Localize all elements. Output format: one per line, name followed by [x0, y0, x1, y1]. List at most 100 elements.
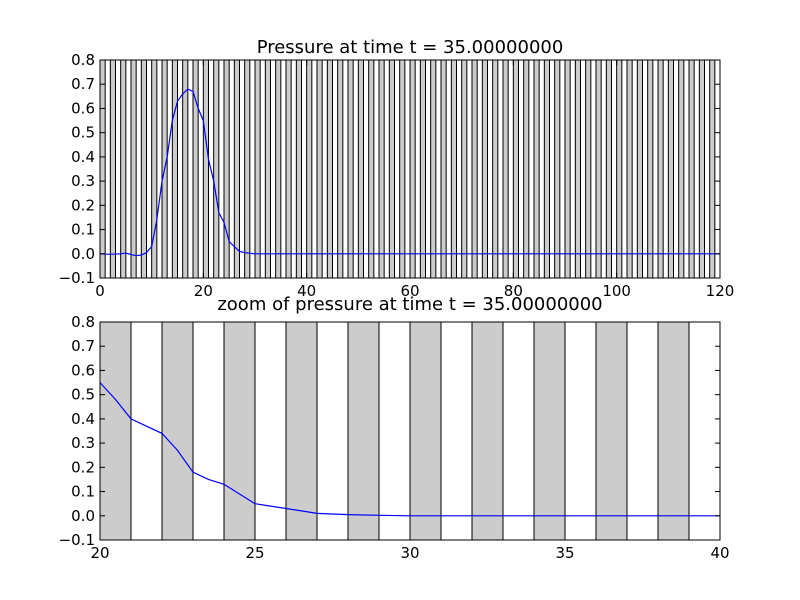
shaded-band — [596, 60, 602, 278]
shaded-band — [141, 60, 147, 278]
shaded-band — [234, 60, 240, 278]
shaded-band — [317, 60, 323, 278]
shaded-band — [606, 60, 612, 278]
shaded-band — [410, 322, 441, 540]
shaded-band — [224, 322, 255, 540]
y-tick-label: 0.0 — [71, 507, 95, 525]
shaded-band — [286, 322, 317, 540]
shaded-band — [265, 60, 271, 278]
y-tick-label: 0.8 — [71, 313, 95, 331]
y-tick-label: 0.3 — [71, 434, 95, 452]
shaded-band — [430, 60, 436, 278]
shaded-band — [441, 60, 447, 278]
shaded-band — [461, 60, 467, 278]
x-tick-label: 35 — [555, 544, 574, 562]
shaded-band — [368, 60, 374, 278]
x-tick-label: 25 — [245, 544, 264, 562]
shaded-band — [389, 60, 395, 278]
shaded-band — [213, 60, 219, 278]
pressure-panel: Pressure at time t = 35.00000000 0 20 40 60… — [59, 37, 735, 300]
shaded-band — [658, 60, 664, 278]
shaded-band — [523, 60, 529, 278]
x-tick-label: 80 — [504, 282, 523, 300]
shaded-band — [182, 60, 188, 278]
shaded-band — [554, 60, 560, 278]
shaded-band — [658, 322, 689, 540]
y-tick-label: −0.1 — [59, 531, 95, 549]
y-tick-label: 0.2 — [71, 458, 95, 476]
shaded-band — [678, 60, 684, 278]
y-tick-label: 0.0 — [71, 245, 95, 263]
shaded-band — [637, 60, 643, 278]
shaded-band — [193, 60, 199, 278]
shaded-band — [482, 60, 488, 278]
shaded-band — [534, 60, 540, 278]
shaded-band — [472, 60, 478, 278]
shaded-band — [503, 60, 509, 278]
shaded-band — [255, 60, 261, 278]
shaded-band — [203, 60, 209, 278]
x-tick-label: 60 — [400, 282, 419, 300]
shaded-band — [420, 60, 426, 278]
x-tick-label: 120 — [706, 282, 735, 300]
shaded-band — [544, 60, 550, 278]
shaded-band — [399, 60, 405, 278]
zoom-pressure-panel: zoom of pressure at time t = 35.00000000… — [59, 294, 730, 562]
y-tick-label: 0.2 — [71, 196, 95, 214]
shaded-band — [668, 60, 674, 278]
shaded-band — [699, 60, 705, 278]
shaded-band — [100, 322, 131, 540]
shaded-band — [410, 60, 416, 278]
y-tick-label: 0.5 — [71, 124, 95, 142]
shaded-band — [358, 60, 364, 278]
shaded-band — [647, 60, 653, 278]
y-tick-label: 0.4 — [71, 410, 95, 428]
shaded-band — [596, 322, 627, 540]
shaded-band — [151, 60, 157, 278]
shaded-band — [451, 60, 457, 278]
x-tick-label: 30 — [400, 544, 419, 562]
shaded-band — [120, 60, 126, 278]
x-tick-label: 0 — [95, 282, 105, 300]
y-tick-label: 0.1 — [71, 221, 95, 239]
shaded-band — [306, 60, 312, 278]
pressure-line — [99, 382, 720, 517]
y-tick-label: 0.7 — [71, 337, 95, 355]
y-tick-label: 0.6 — [71, 99, 95, 117]
shaded-band — [244, 60, 250, 278]
y-tick-label: 0.1 — [71, 483, 95, 501]
shaded-band — [296, 60, 302, 278]
shaded-band — [575, 60, 581, 278]
x-tick-label: 40 — [710, 544, 729, 562]
x-tick-label: 100 — [602, 282, 631, 300]
shaded-band — [327, 60, 333, 278]
shaded-band — [534, 322, 565, 540]
shaded-band — [275, 60, 281, 278]
shaded-band — [172, 60, 178, 278]
shaded-band — [224, 60, 230, 278]
y-tick-label: 0.6 — [71, 361, 95, 379]
shaded-band — [616, 60, 622, 278]
y-tick-label: −0.1 — [59, 269, 95, 287]
shaded-band — [513, 60, 519, 278]
shaded-band — [709, 60, 715, 278]
y-tick-label: 0.4 — [71, 148, 95, 166]
pressure-line — [99, 88, 720, 257]
shaded-band — [100, 60, 106, 278]
shaded-band — [286, 60, 292, 278]
shaded-band — [492, 60, 498, 278]
y-tick-label: 0.8 — [71, 51, 95, 69]
x-tick-label: 20 — [90, 544, 109, 562]
shaded-band — [689, 60, 695, 278]
y-tick-label: 0.5 — [71, 386, 95, 404]
shaded-band — [348, 60, 354, 278]
shaded-band — [565, 60, 571, 278]
shaded-band — [585, 60, 591, 278]
y-tick-label: 0.3 — [71, 172, 95, 190]
shaded-band — [131, 60, 137, 278]
shaded-band — [162, 322, 193, 540]
chart-title: zoom of pressure at time t = 35.00000000 — [217, 294, 602, 315]
shaded-band — [348, 322, 379, 540]
y-tick-label: 0.7 — [71, 75, 95, 93]
